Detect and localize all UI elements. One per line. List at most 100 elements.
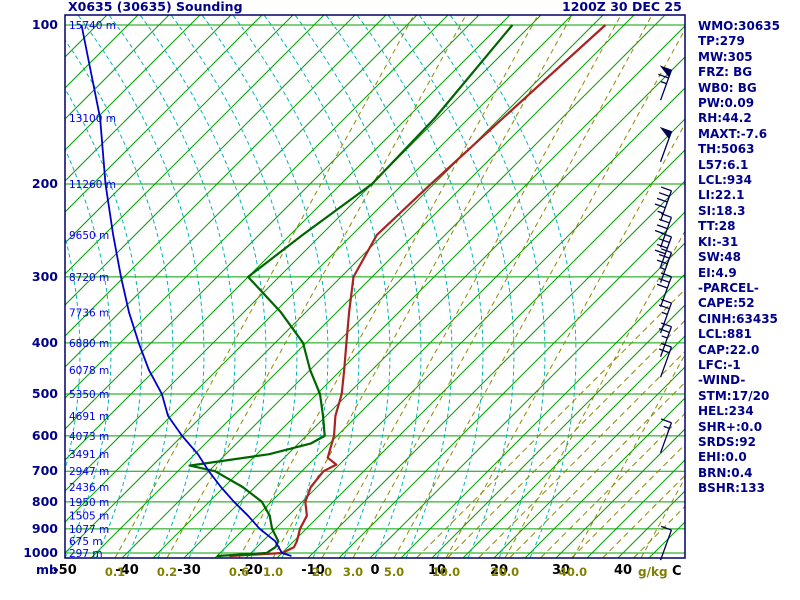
chart-datetime: 1200Z 30 DEC 25	[562, 0, 682, 14]
index-line: KI:-31	[698, 234, 739, 249]
moist-adiabat-line	[387, 15, 515, 558]
barb-feather	[660, 272, 672, 278]
barb-feather	[660, 232, 672, 238]
height-label: 13100 m	[69, 113, 116, 125]
height-label: 297 m	[69, 548, 103, 560]
isotherm-line	[214, 87, 685, 558]
isotherm-line	[65, 15, 387, 337]
pressure-tick: 1000	[23, 545, 58, 560]
isotherm-line	[65, 15, 356, 306]
height-label: 9650 m	[69, 230, 109, 242]
isotherm-line	[586, 459, 685, 558]
temp-tick: 10	[428, 563, 446, 578]
height-label: 2947 m	[69, 466, 109, 478]
barb-feather	[660, 248, 672, 254]
moist-adiabat-line	[170, 15, 298, 558]
mixing-ratio-line	[504, 230, 685, 558]
index-line: CINH:63435	[698, 311, 778, 326]
isotherm-line	[65, 15, 232, 182]
index-line: EHI:0.0	[698, 450, 747, 465]
barb-staff	[659, 217, 673, 248]
barb-feather	[660, 342, 672, 348]
sounding-profiles	[80, 24, 607, 558]
barb-feather	[660, 186, 672, 192]
isotherm-line	[493, 366, 685, 558]
index-line: WMO:30635	[698, 19, 780, 33]
height-label: 15740 m	[69, 20, 116, 32]
barb-feather	[660, 322, 672, 328]
index-line: PW:0.09	[698, 96, 755, 111]
index-line: STM:17/20	[698, 388, 770, 403]
index-line: FRZ: BG	[698, 65, 753, 80]
barb-staff	[659, 302, 673, 334]
index-line: CAP:22.0	[698, 342, 760, 357]
isotherm-line	[65, 15, 325, 275]
isotherm-line	[183, 56, 685, 558]
barb-staff	[659, 346, 673, 378]
index-line: TT:28	[698, 219, 736, 234]
moist-adiabat-line	[65, 39, 174, 558]
mixing-ratio-line	[445, 122, 685, 558]
mixing-ratio-line	[352, 15, 653, 558]
height-label: 5350 m	[69, 389, 109, 401]
chart-title: X0635 (30635) Sounding	[68, 0, 243, 14]
barb-feather	[658, 253, 670, 259]
isotherm-line	[245, 118, 685, 558]
height-label: 6078 m	[69, 365, 109, 377]
wind-barb	[658, 65, 673, 101]
wind-barb	[658, 322, 673, 357]
pressure-tick: 800	[32, 494, 58, 509]
height-label: 7736 m	[69, 307, 109, 319]
index-line: SI:18.3	[698, 203, 746, 218]
mixing-ratio-tick: 5.0	[384, 565, 404, 579]
index-line: LI:22.1	[698, 188, 745, 203]
mixing-ratio-tick: 3.0	[343, 565, 363, 579]
height-label: 8720 m	[69, 272, 109, 284]
height-label: 4073 m	[69, 431, 109, 443]
barb-feather	[658, 278, 670, 283]
moist-adiabat-line	[65, 147, 112, 558]
isotherm-line	[65, 15, 170, 120]
barb-staff	[659, 422, 673, 454]
barb-feather	[656, 243, 668, 249]
isotherm-line	[555, 428, 685, 558]
wind-barb	[659, 525, 673, 561]
barb-feather	[656, 197, 668, 203]
index-line: -WIND-	[698, 373, 746, 388]
height-label: 1077 m	[69, 524, 109, 536]
isotherm-line	[65, 15, 201, 151]
barb-staff	[659, 190, 673, 222]
height-label: 6880 m	[69, 338, 109, 350]
barb-feather	[658, 328, 670, 333]
index-line: BRN:0.4	[698, 465, 753, 480]
isotherm-line	[65, 15, 480, 430]
barb-staff	[659, 529, 673, 561]
mixing-ratio-line	[238, 15, 539, 558]
barb-feather	[658, 73, 669, 79]
wind-barb	[656, 272, 673, 307]
index-line: MW:305	[698, 49, 753, 64]
wind-barb	[654, 186, 673, 222]
barb-feather	[656, 259, 668, 265]
barb-half-feather	[661, 311, 668, 315]
mixing-ratio-tick: 40.0	[559, 565, 587, 579]
isotherm-line	[65, 15, 604, 554]
index-line: SHR+:0.0	[698, 419, 763, 434]
moist-adiabat-line	[356, 15, 484, 558]
isotherm-line	[276, 149, 685, 558]
mixing-ratio-tick: 20.0	[491, 565, 519, 579]
index-line: SW:48	[698, 250, 742, 265]
height-label: 2436 m	[69, 482, 109, 494]
mixing-ratio-line	[393, 28, 685, 558]
isotherm-line	[369, 242, 685, 558]
isotherm-line	[90, 15, 635, 558]
moist-adiabat-line	[201, 15, 329, 558]
isotherm-line	[307, 180, 685, 558]
isotherm-line	[65, 15, 573, 523]
pressure-tick: 700	[32, 463, 58, 478]
temp-tick: 20	[490, 563, 508, 578]
barb-feather	[660, 525, 672, 531]
pressure-tick: 100	[32, 17, 58, 32]
index-line: CAPE:52	[698, 296, 755, 311]
barb-feather	[660, 298, 672, 304]
